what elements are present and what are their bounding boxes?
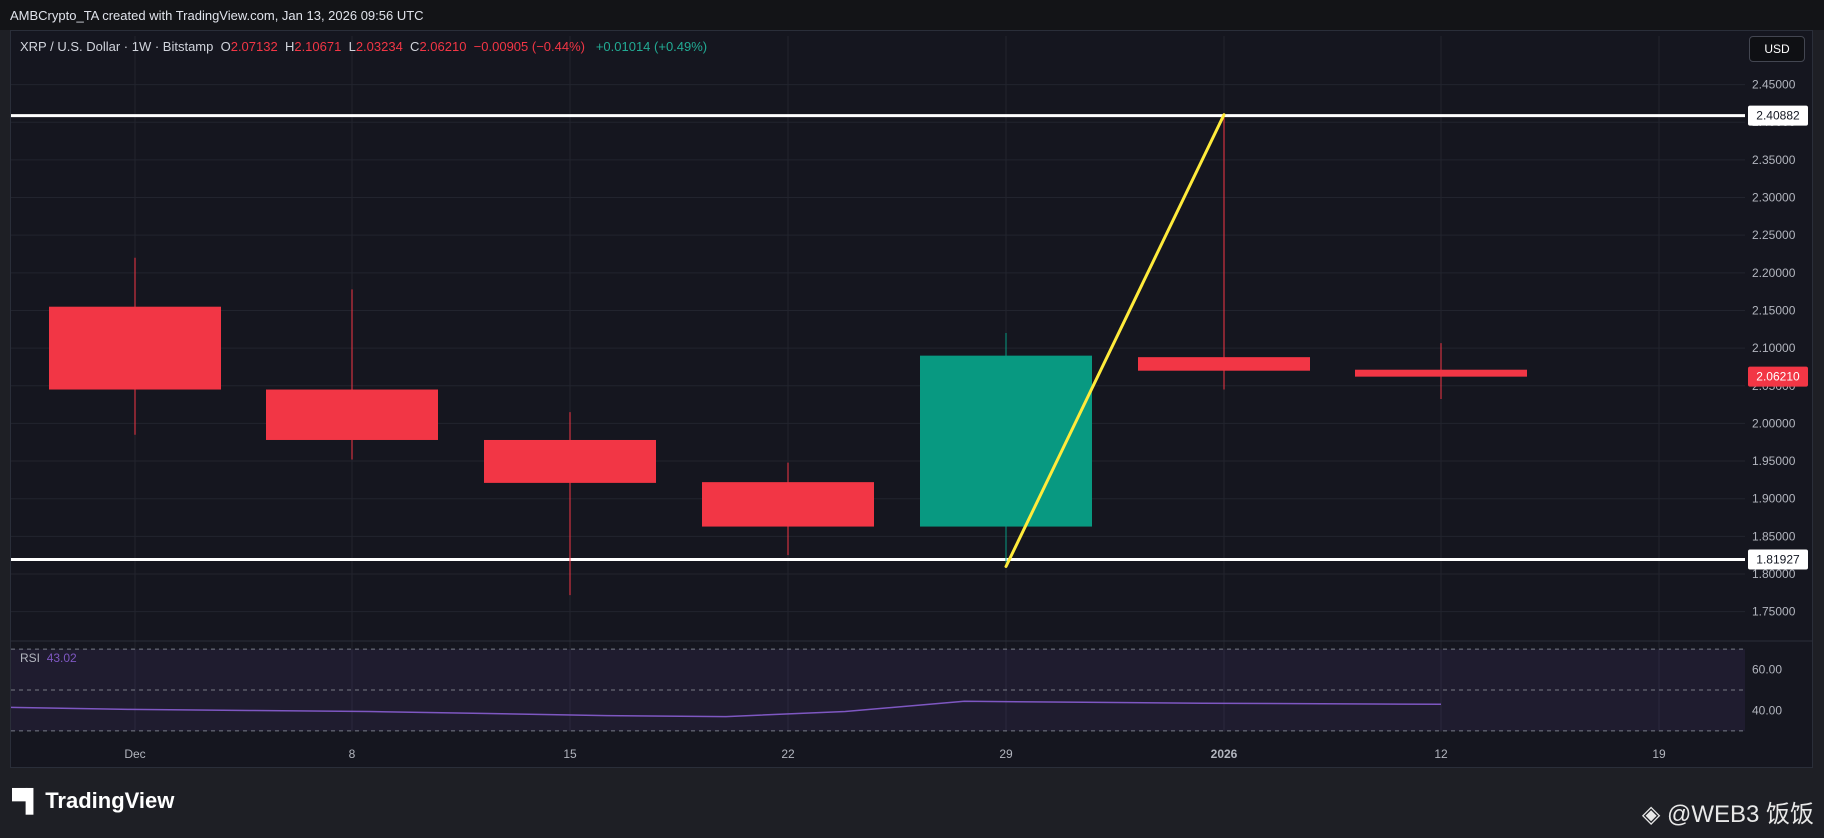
rsi-tick-label: 60.00 [1752,663,1782,677]
symbol-name[interactable]: XRP / U.S. Dollar · 1W · Bitstamp [20,39,214,54]
level-price-label: 2.40882 [1756,109,1800,123]
watermark-text: @WEB3 饭饭 [1666,801,1814,828]
credit-text: AMBCrypto_TA created with TradingView.co… [10,8,424,23]
time-tick-label: Dec [124,747,145,761]
time-tick-label: 2026 [1211,747,1238,761]
price-tick-label: 2.10000 [1752,341,1796,355]
price-tick-label: 2.15000 [1752,303,1796,317]
currency-button[interactable]: USD [1749,36,1805,62]
candle-body [484,439,656,483]
low-value: 2.03234 [355,39,403,54]
price-tick-label: 2.25000 [1752,228,1796,242]
candle-body [266,389,438,440]
rsi-legend: RSI 43.02 [20,651,77,665]
trend-line [1004,113,1226,568]
candle-body [920,355,1092,527]
footer [0,768,1824,838]
close-label: C [410,39,420,54]
price-tick-label: 1.95000 [1752,454,1796,468]
time-tick-label: 12 [1434,747,1448,761]
candle-body [1138,357,1310,371]
rsi-tick-label: 40.00 [1752,703,1782,717]
time-tick-label: 29 [999,747,1013,761]
last-price-tag [1748,366,1808,387]
change-value: −0.00905 (−0.44%) [473,39,585,54]
time-tick-label: 15 [563,747,577,761]
tradingview-brand: TradingView [45,788,175,813]
price-tick-label: 1.75000 [1752,605,1796,619]
price-tick-label: 2.00000 [1752,416,1796,430]
price-tick-label: 1.80000 [1752,567,1796,581]
high-label: H [284,39,295,54]
price-tick-label: 1.90000 [1752,492,1796,506]
time-tick-label: 8 [349,747,356,761]
rsi-label[interactable]: RSI [20,651,41,665]
level-price-tag [1748,549,1808,570]
rsi-line [10,700,1442,718]
level-price-tag [1748,105,1808,126]
candle-body [1355,369,1527,377]
tradingview-logo[interactable]: ▀▌ TradingView [12,788,174,814]
candle-body [49,306,221,390]
close-value: 2.06210 [419,39,467,54]
symbol-legend: XRP / U.S. Dollar · 1W · Bitstamp O2.071… [20,39,707,54]
chart-svg[interactable]: 1.75000 1.80000 1.85000 1.90000 1.95000 2.000… [0,0,1824,768]
level-price-label: 1.81927 [1756,552,1800,566]
live-change-value: +0.01014 (+0.49%) [595,39,708,54]
low-label: L [348,39,356,54]
price-tick-label: 2.45000 [1752,78,1796,92]
price-tick-label: 2.30000 [1752,191,1796,205]
price-tick-label: 2.20000 [1752,266,1796,280]
tradingview-logo-icon: ▀▌ [12,788,41,813]
top-bar: AMBCrypto_TA created with TradingView.co… [0,0,1824,30]
candle-body [702,482,874,527]
rsi-value: 43.02 [46,651,77,665]
time-tick-label: 19 [1652,747,1666,761]
open-label: O [220,39,231,54]
price-tick-label: 2.35000 [1752,153,1796,167]
open-value: 2.07132 [230,39,278,54]
price-tick-label: 1.85000 [1752,529,1796,543]
last-price-label: 2.06210 [1756,370,1800,384]
binance-icon: ◈ [1641,801,1661,828]
time-tick-label: 22 [781,747,795,761]
high-value: 2.10671 [294,39,342,54]
watermark: ◈ @WEB3 饭饭 [1642,794,1814,829]
